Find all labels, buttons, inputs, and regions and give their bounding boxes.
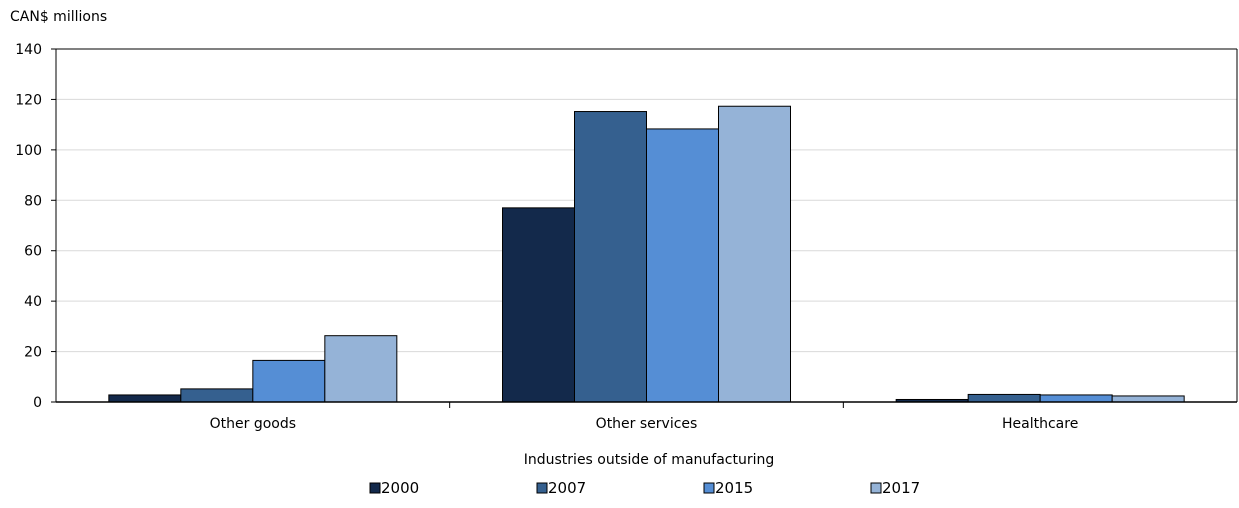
- legend-label-2015: 2015: [715, 479, 753, 497]
- legend-label-2007: 2007: [548, 479, 586, 497]
- bars: [108, 105, 1185, 403]
- bar-2015: [252, 359, 326, 403]
- legend-swatch-2017: [870, 482, 882, 494]
- x-tick-labels: Other goods Other services Healthcare: [210, 416, 1079, 432]
- legend-swatch-2007: [536, 482, 548, 494]
- x-tick-label: Healthcare: [1002, 416, 1078, 432]
- legend: 2000 2007 2015 2017: [369, 479, 920, 497]
- y-tick-label: 40: [24, 294, 42, 310]
- x-tick-label: Other services: [596, 416, 698, 432]
- x-axis-title: Industries outside of manufacturing: [524, 452, 775, 468]
- x-tick-label: Other goods: [210, 416, 296, 432]
- legend-swatch-2000: [369, 482, 381, 494]
- bar-2007: [180, 388, 254, 403]
- y-tick-label: 60: [24, 244, 42, 260]
- bar-2007: [967, 393, 1041, 403]
- bar-2017: [718, 105, 791, 403]
- y-axis-title: CAN$ millions: [10, 9, 107, 25]
- y-tick-label: 140: [15, 42, 42, 58]
- y-tick-label: 120: [15, 92, 42, 108]
- legend-label-2017: 2017: [882, 479, 920, 497]
- legend-label-2000: 2000: [381, 479, 419, 497]
- bar-2015: [1039, 394, 1113, 403]
- y-tick-label: 100: [15, 143, 42, 159]
- bar-2000: [502, 207, 575, 403]
- bar-2017: [324, 335, 398, 403]
- y-tick-label: 80: [24, 193, 42, 209]
- bar-2015: [646, 128, 719, 403]
- axes: [51, 48, 1238, 408]
- bar-2017: [1111, 395, 1185, 403]
- y-tick-labels: 0 20 40 60 80 100 120 140: [15, 42, 42, 411]
- bar-2007: [574, 111, 647, 403]
- bar-2000: [108, 394, 182, 403]
- legend-swatch-2015: [703, 482, 715, 494]
- y-tick-label: 0: [33, 395, 42, 411]
- y-tick-label: 20: [24, 345, 42, 361]
